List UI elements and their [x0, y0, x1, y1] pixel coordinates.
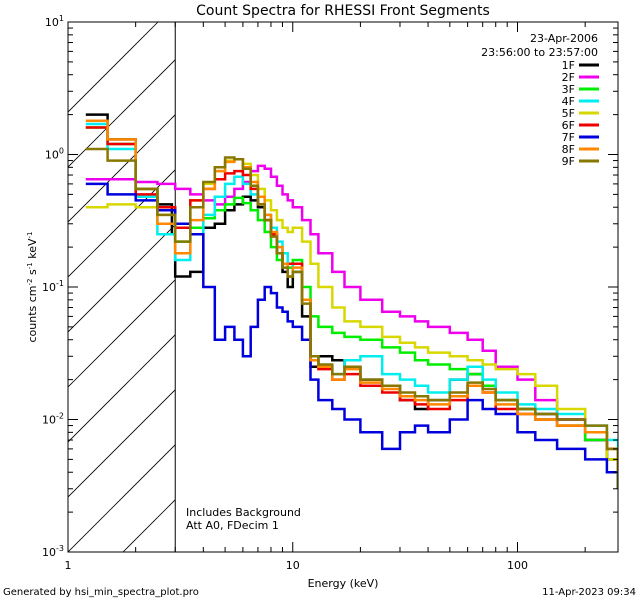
series-line-3F [85, 126, 618, 489]
legend-label-7F: 7F [562, 131, 575, 144]
footer-generator: Generated by hsi_min_spectra_plot.pro [3, 587, 199, 598]
x-tick-label: 10 [286, 559, 300, 572]
y-tick-label: 10-3 [42, 544, 64, 559]
legend-label-1F: 1F [562, 59, 575, 72]
series-line-9F [85, 147, 618, 489]
x-tick-label: 1 [65, 559, 72, 572]
series-line-2F [85, 164, 618, 473]
legend-label-9F: 9F [562, 155, 575, 168]
legend-label-4F: 4F [562, 95, 575, 108]
legend-label-3F: 3F [562, 83, 575, 96]
legend-label-2F: 2F [562, 71, 575, 84]
y-tick-label: 10-2 [42, 412, 64, 427]
legend-label-8F: 8F [562, 143, 575, 156]
series-line-7F [85, 182, 618, 489]
footer-timestamp: 11-Apr-2023 09:34 [542, 587, 636, 598]
annotation-attenuator: Att A0, FDecim 1 [186, 519, 279, 532]
y-tick-label: 100 [45, 147, 64, 162]
date-label: 23-Apr-2006 [530, 32, 598, 45]
series-line-1F [85, 113, 618, 489]
y-tick-label: 10-1 [42, 279, 64, 294]
legend-label-6F: 6F [562, 119, 575, 132]
time-range-label: 23:56:00 to 23:57:00 [481, 46, 598, 59]
hatched-region [68, 22, 176, 552]
x-tick-label: 100 [507, 559, 528, 572]
y-axis-label: counts cm-2 s-1 keV-1 [26, 232, 39, 343]
chart-title: Count Spectra for RHESSI Front Segments [196, 3, 490, 19]
x-axis-label: Energy (keV) [308, 577, 379, 590]
y-tick-label: 101 [45, 14, 64, 29]
annotation-background: Includes Background [186, 506, 301, 519]
series-line-5F [85, 158, 618, 473]
legend-label-5F: 5F [562, 107, 575, 120]
plot-frame [67, 21, 619, 553]
